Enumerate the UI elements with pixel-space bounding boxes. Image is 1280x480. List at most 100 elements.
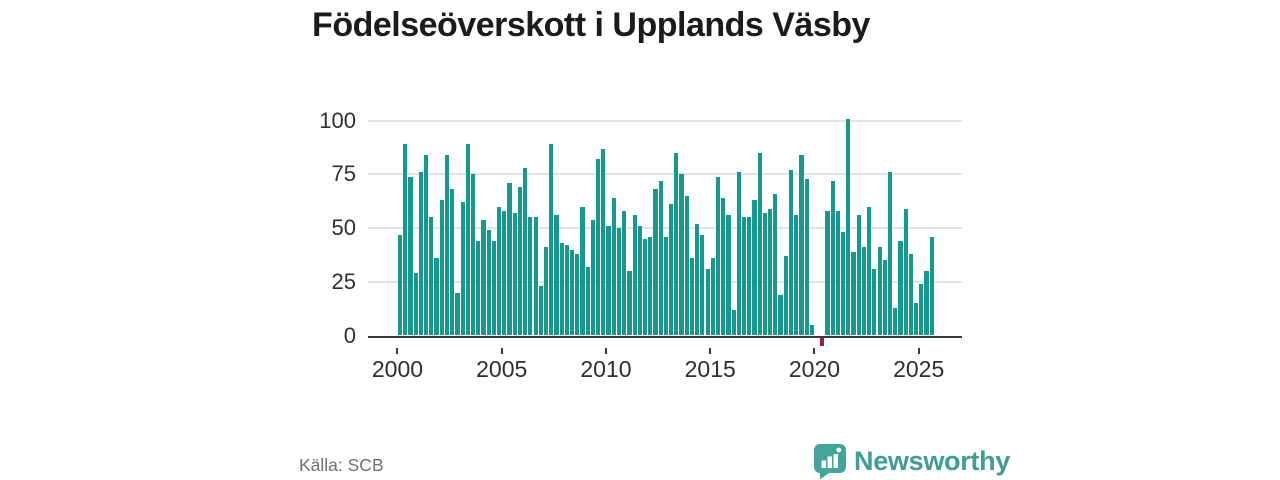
bar-2024-q4 [913,303,919,336]
gridline-y100 [368,119,962,122]
bar-2014-q3 [700,234,705,336]
x-axis-label-2005: 2005 [476,356,528,382]
bar-2021-q2 [841,232,846,336]
bar-2018-q3 [783,256,788,336]
bar-2018-q2 [778,294,783,336]
bar-2025-q3 [929,236,934,336]
bar-2016-q4 [747,217,752,336]
source-caption: Källa: SCB [299,455,384,475]
bar-2005-q3 [512,213,517,336]
bar-2008-q3 [575,253,580,336]
bar-2010-q1 [606,225,611,336]
bar-2022-q3 [867,206,872,336]
bar-2010-q2 [611,198,616,336]
x-axis-label-2010: 2010 [580,356,632,382]
y-axis-label-0: 0 [343,322,356,348]
bar-2018-q4 [788,170,794,336]
bar-2017-q3 [762,213,768,336]
bar-2015-q4 [726,215,731,336]
bar-2025-q1 [919,283,924,336]
bar-2002-q3 [450,189,455,336]
bar-2001-q4 [434,258,439,336]
bar-2003-q2 [465,144,470,336]
bar-2006-q4 [538,286,543,336]
bar-2022-q2 [861,247,867,336]
bar-2021-q3 [846,118,851,336]
bar-2009-q1 [585,266,590,336]
x-axis-label-2000: 2000 [371,356,424,382]
x-axis-label-2020: 2020 [788,356,841,382]
bar-2024-q3 [908,253,913,336]
bar-2016-q2 [736,172,741,336]
y-axis-label-75: 75 [331,161,356,187]
bar-2025-q2 [924,271,929,336]
x-axis-label-2015: 2015 [684,356,736,382]
bar-2000-q3 [408,176,413,336]
bar-2007-q4 [559,243,564,336]
bar-2008-q1 [564,245,569,336]
bar-2019-q3 [804,178,809,336]
x-axis-line [368,335,962,338]
x-axis-tick-2000 [396,348,399,354]
bar-2002-q4 [455,292,460,336]
bar-2003-q4 [476,240,481,336]
bar-2004-q4 [497,206,502,336]
bar-2009-q2 [590,219,596,336]
bar-2011-q1 [627,271,632,336]
bar-2010-q4 [622,210,627,336]
bar-2020-q3 [825,210,830,336]
bar-2003-q1 [460,202,465,336]
bar-2010-q3 [616,228,622,336]
bar-2007-q3 [554,215,559,336]
bar-2012-q3 [658,180,663,336]
bar-2019-q4 [809,324,814,336]
y-axis-label-100: 100 [319,107,356,133]
bar-2007-q1 [543,247,549,336]
bar-2024-q1 [898,240,903,336]
bar-2016-q1 [731,309,736,336]
bar-2015-q2 [715,176,721,336]
bar-2011-q3 [637,225,642,336]
chart-title: Födelseöverskott i Upplands Väsby [312,6,870,44]
bar-2023-q4 [893,307,898,336]
bar-2017-q1 [752,200,757,336]
bar-2011-q4 [642,238,648,336]
bar-2023-q2 [882,260,887,336]
bar-2023-q3 [887,172,893,336]
bar-2021-q4 [851,251,856,336]
bar-2014-q4 [705,268,710,336]
x-axis-tick-2020 [813,348,816,354]
bar-2008-q2 [569,249,575,336]
bar-2009-q3 [596,159,601,336]
brand-name: Newsworthy [854,445,1011,476]
bar-2000-q1 [398,234,403,336]
bar-2006-q1 [523,167,528,336]
bar-2015-q1 [710,258,715,336]
bar-2013-q3 [679,174,684,336]
bar-2020-q4 [830,180,835,336]
bar-2019-q1 [794,215,799,336]
bar-2009-q4 [601,148,606,336]
bar-2022-q4 [872,268,877,336]
bar-2005-q4 [517,187,523,336]
bar-2017-q2 [757,152,762,336]
bar-2007-q2 [549,144,554,336]
x-axis-tick-2015 [709,348,712,354]
bar-2001-q1 [418,172,424,336]
x-axis-label-2025: 2025 [893,356,945,382]
bar-2013-q1 [669,204,674,336]
bar-2012-q1 [648,236,653,336]
bar-2023-q1 [877,247,882,336]
bar-2004-q3 [491,240,496,336]
bar-2013-q2 [674,152,679,336]
bar-2012-q2 [653,189,658,336]
bar-2001-q2 [424,155,429,336]
bar-2024-q2 [903,208,908,336]
x-axis-tick-2010 [604,348,607,354]
bar-2008-q4 [580,206,585,336]
bar-2022-q1 [856,215,861,336]
bar-2000-q4 [413,273,418,336]
bar-2019-q2 [799,155,804,336]
bar-2014-q1 [689,258,695,336]
newsworthy-speech-bubble-chart-icon [814,443,846,479]
